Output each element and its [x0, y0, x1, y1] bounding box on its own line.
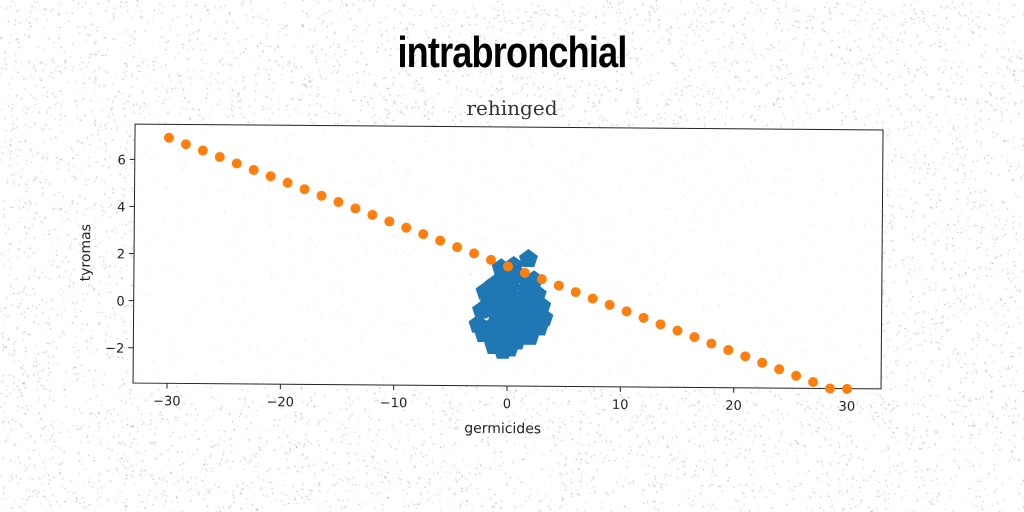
circle-point	[774, 364, 785, 375]
circle-point	[808, 377, 819, 388]
circle-point	[333, 196, 344, 207]
circle-point	[265, 171, 276, 182]
circle-point	[621, 306, 632, 317]
circle-point	[842, 383, 853, 394]
circle-point	[248, 164, 259, 175]
y-axis-label: tyromas	[78, 224, 94, 281]
circle-point	[486, 254, 497, 265]
y-tick-label: −2	[105, 342, 124, 357]
x-tick-label: −10	[380, 396, 408, 411]
pentagon-point	[520, 326, 540, 345]
x-tick-label: 20	[725, 399, 742, 414]
circle-point	[418, 229, 429, 240]
y-axis: −2 0 2 4 6	[105, 153, 135, 357]
circle-point	[299, 184, 310, 195]
circle-point	[604, 299, 615, 310]
circle-point	[197, 145, 208, 156]
x-tick-label: −20	[266, 395, 294, 410]
circle-point	[638, 312, 649, 323]
circle-point	[214, 151, 225, 162]
circle-point	[536, 274, 547, 285]
x-axis: −30 −20 −10 0 10 20 30	[153, 383, 855, 415]
pentagon-point	[472, 300, 492, 319]
pentagon-point	[503, 317, 523, 336]
circle-point	[723, 345, 734, 356]
circle-point	[180, 139, 191, 150]
x-tick-label: 10	[612, 398, 629, 413]
circle-point	[435, 235, 446, 246]
circle-point	[163, 132, 174, 143]
pentagon-point	[508, 295, 528, 315]
circle-point	[519, 267, 530, 278]
circle-point	[757, 357, 768, 368]
pentagon-point	[518, 249, 538, 268]
circle-point	[825, 383, 836, 394]
circle-point	[706, 338, 717, 349]
pentagon-point	[491, 307, 511, 326]
y-tick-label: 0	[116, 295, 124, 310]
x-tick-label: 30	[839, 400, 856, 415]
y-tick-label: 2	[117, 247, 125, 262]
circle-point	[570, 287, 581, 298]
circle-point	[401, 222, 412, 233]
x-axis-label: germicides	[464, 421, 541, 438]
circle-point	[367, 209, 378, 220]
circle-point	[469, 248, 480, 259]
circle-point	[689, 332, 700, 343]
data-marks	[163, 132, 853, 394]
circle-point	[282, 177, 293, 188]
y-tick-label: 4	[117, 200, 125, 215]
main-title: intrabronchial	[397, 28, 627, 77]
circle-point	[791, 370, 802, 381]
circle-point	[502, 261, 513, 272]
x-tick-label: 0	[503, 397, 511, 412]
chart-subtitle: rehinged	[466, 96, 558, 120]
circle-point	[452, 242, 463, 253]
pentagon-point	[493, 340, 513, 359]
circle-point	[655, 319, 666, 330]
pentagon-point	[495, 284, 515, 303]
circle-point	[553, 280, 564, 291]
y-tick-label: 6	[117, 153, 125, 168]
circle-point	[350, 203, 361, 214]
circle-point	[740, 351, 751, 362]
x-tick-label: −30	[153, 394, 181, 409]
circle-point	[587, 293, 598, 304]
circle-point	[231, 158, 242, 169]
circle-point	[316, 190, 327, 201]
pentagon-point	[474, 324, 494, 343]
circle-point	[384, 216, 395, 227]
circle-point	[672, 325, 683, 336]
